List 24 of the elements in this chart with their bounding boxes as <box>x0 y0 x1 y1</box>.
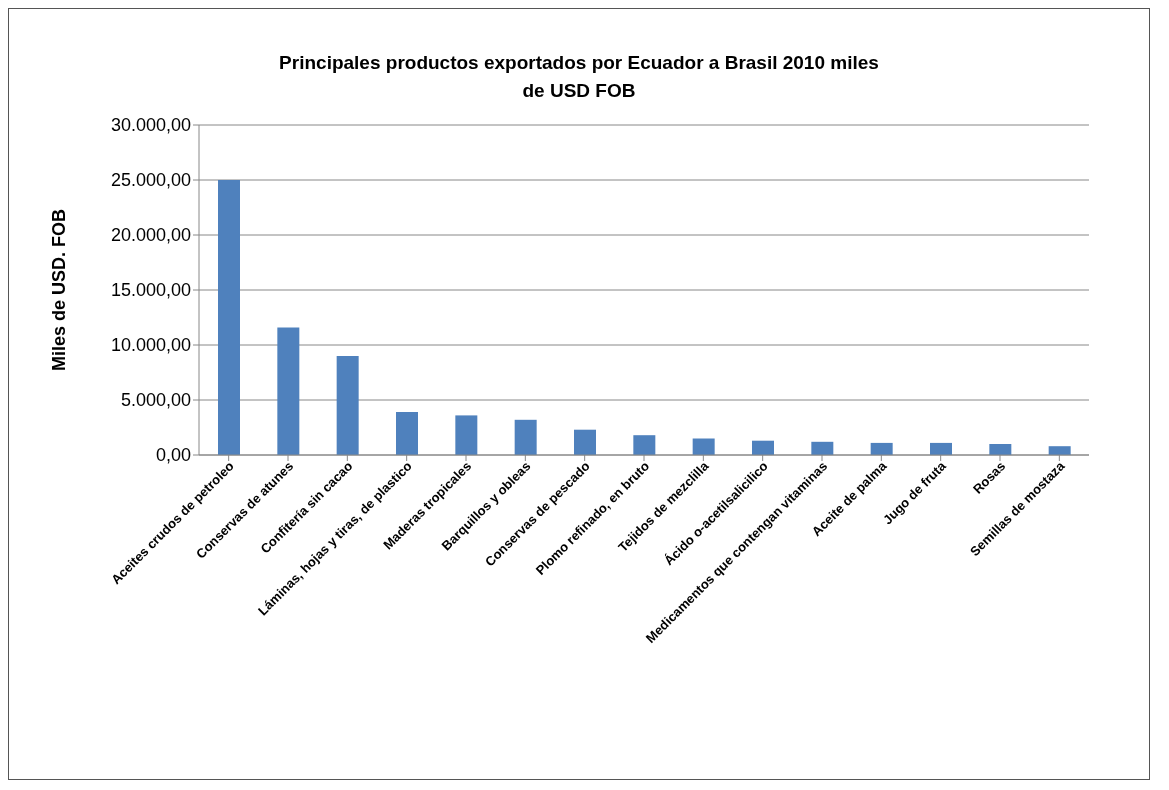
bar <box>870 442 893 455</box>
y-tick-label: 30.000,00 <box>110 115 191 136</box>
y-tick-label: 20.000,00 <box>110 225 191 246</box>
y-tick-label: 10.000,00 <box>110 335 191 356</box>
y-tick-label: 5.000,00 <box>120 390 191 411</box>
y-tick-label: 25.000,00 <box>110 170 191 191</box>
bar <box>455 415 478 455</box>
bar <box>692 438 715 455</box>
chart-title: Principales productos exportados por Ecuador a Brasil 2010 miles de USD FOB <box>278 51 880 103</box>
bar <box>752 440 774 455</box>
bar <box>811 441 834 455</box>
bar <box>218 180 240 455</box>
y-tick-label: 0,00 <box>155 445 191 466</box>
y-tick-label: 15.000,00 <box>110 280 191 301</box>
bar <box>930 442 952 455</box>
bar <box>396 412 418 455</box>
bar <box>277 327 300 455</box>
bar <box>989 444 1012 455</box>
bar <box>1048 446 1071 455</box>
bar <box>633 435 656 455</box>
y-axis-title: Miles de USD. FOB <box>49 208 70 372</box>
bar <box>514 419 537 455</box>
bar <box>574 429 596 455</box>
bar <box>336 356 359 455</box>
